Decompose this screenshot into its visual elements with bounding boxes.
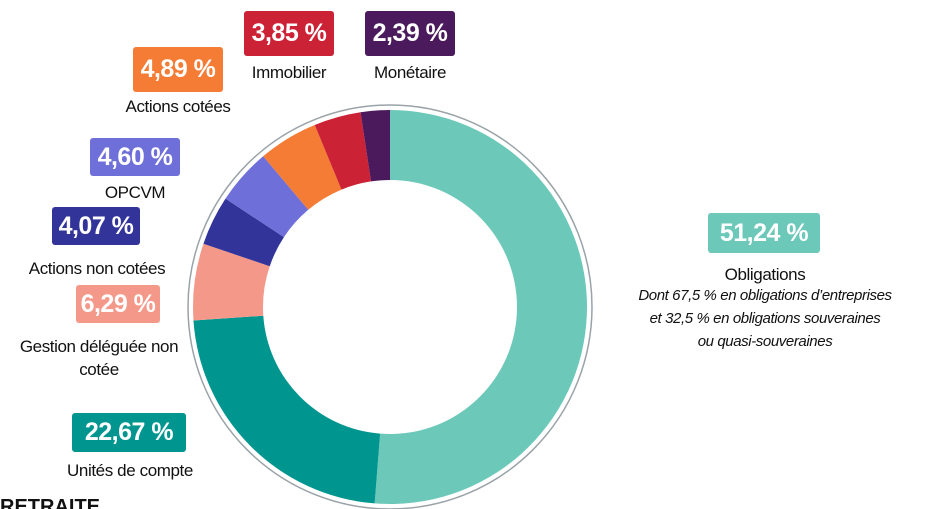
value-label: 4,60 % [90,138,180,176]
donut-segment [203,198,284,267]
donut-segment [225,156,309,238]
outer-ring [187,104,593,509]
note-line: et 32,5 % en obligations souveraines [649,310,881,327]
category-label: Immobilier [251,63,327,82]
category-label: Monétaire [374,63,446,82]
donut-segment [374,110,587,505]
note-line: ou quasi-souveraines [697,333,833,350]
value-label: 51,24 % [708,213,820,253]
footer: RETRAITE [0,496,100,509]
value-label: 22,67 % [72,413,186,452]
donut-segment [314,112,372,190]
category-label: Unités de compte [67,461,193,480]
value-label: 6,29 % [76,285,160,323]
value-label: 4,89 % [133,47,223,92]
category-label: Obligations [724,265,806,284]
note-line: Dont 67,5 % en obligations d’entreprises [638,287,892,304]
category-label: Actions non cotées [28,259,166,278]
donut-segment [360,110,390,182]
donut-segment [193,315,381,504]
category-label: Gestion déléguée non cotée [19,337,179,379]
donut-segment [192,243,270,321]
donut-segment [263,124,342,210]
value-label: 4,07 % [52,207,140,245]
category-label: Actions cotées [125,97,231,116]
value-label: 3,85 % [244,11,334,56]
category-label: OPCVM [104,183,166,202]
value-label: 2,39 % [365,11,455,56]
